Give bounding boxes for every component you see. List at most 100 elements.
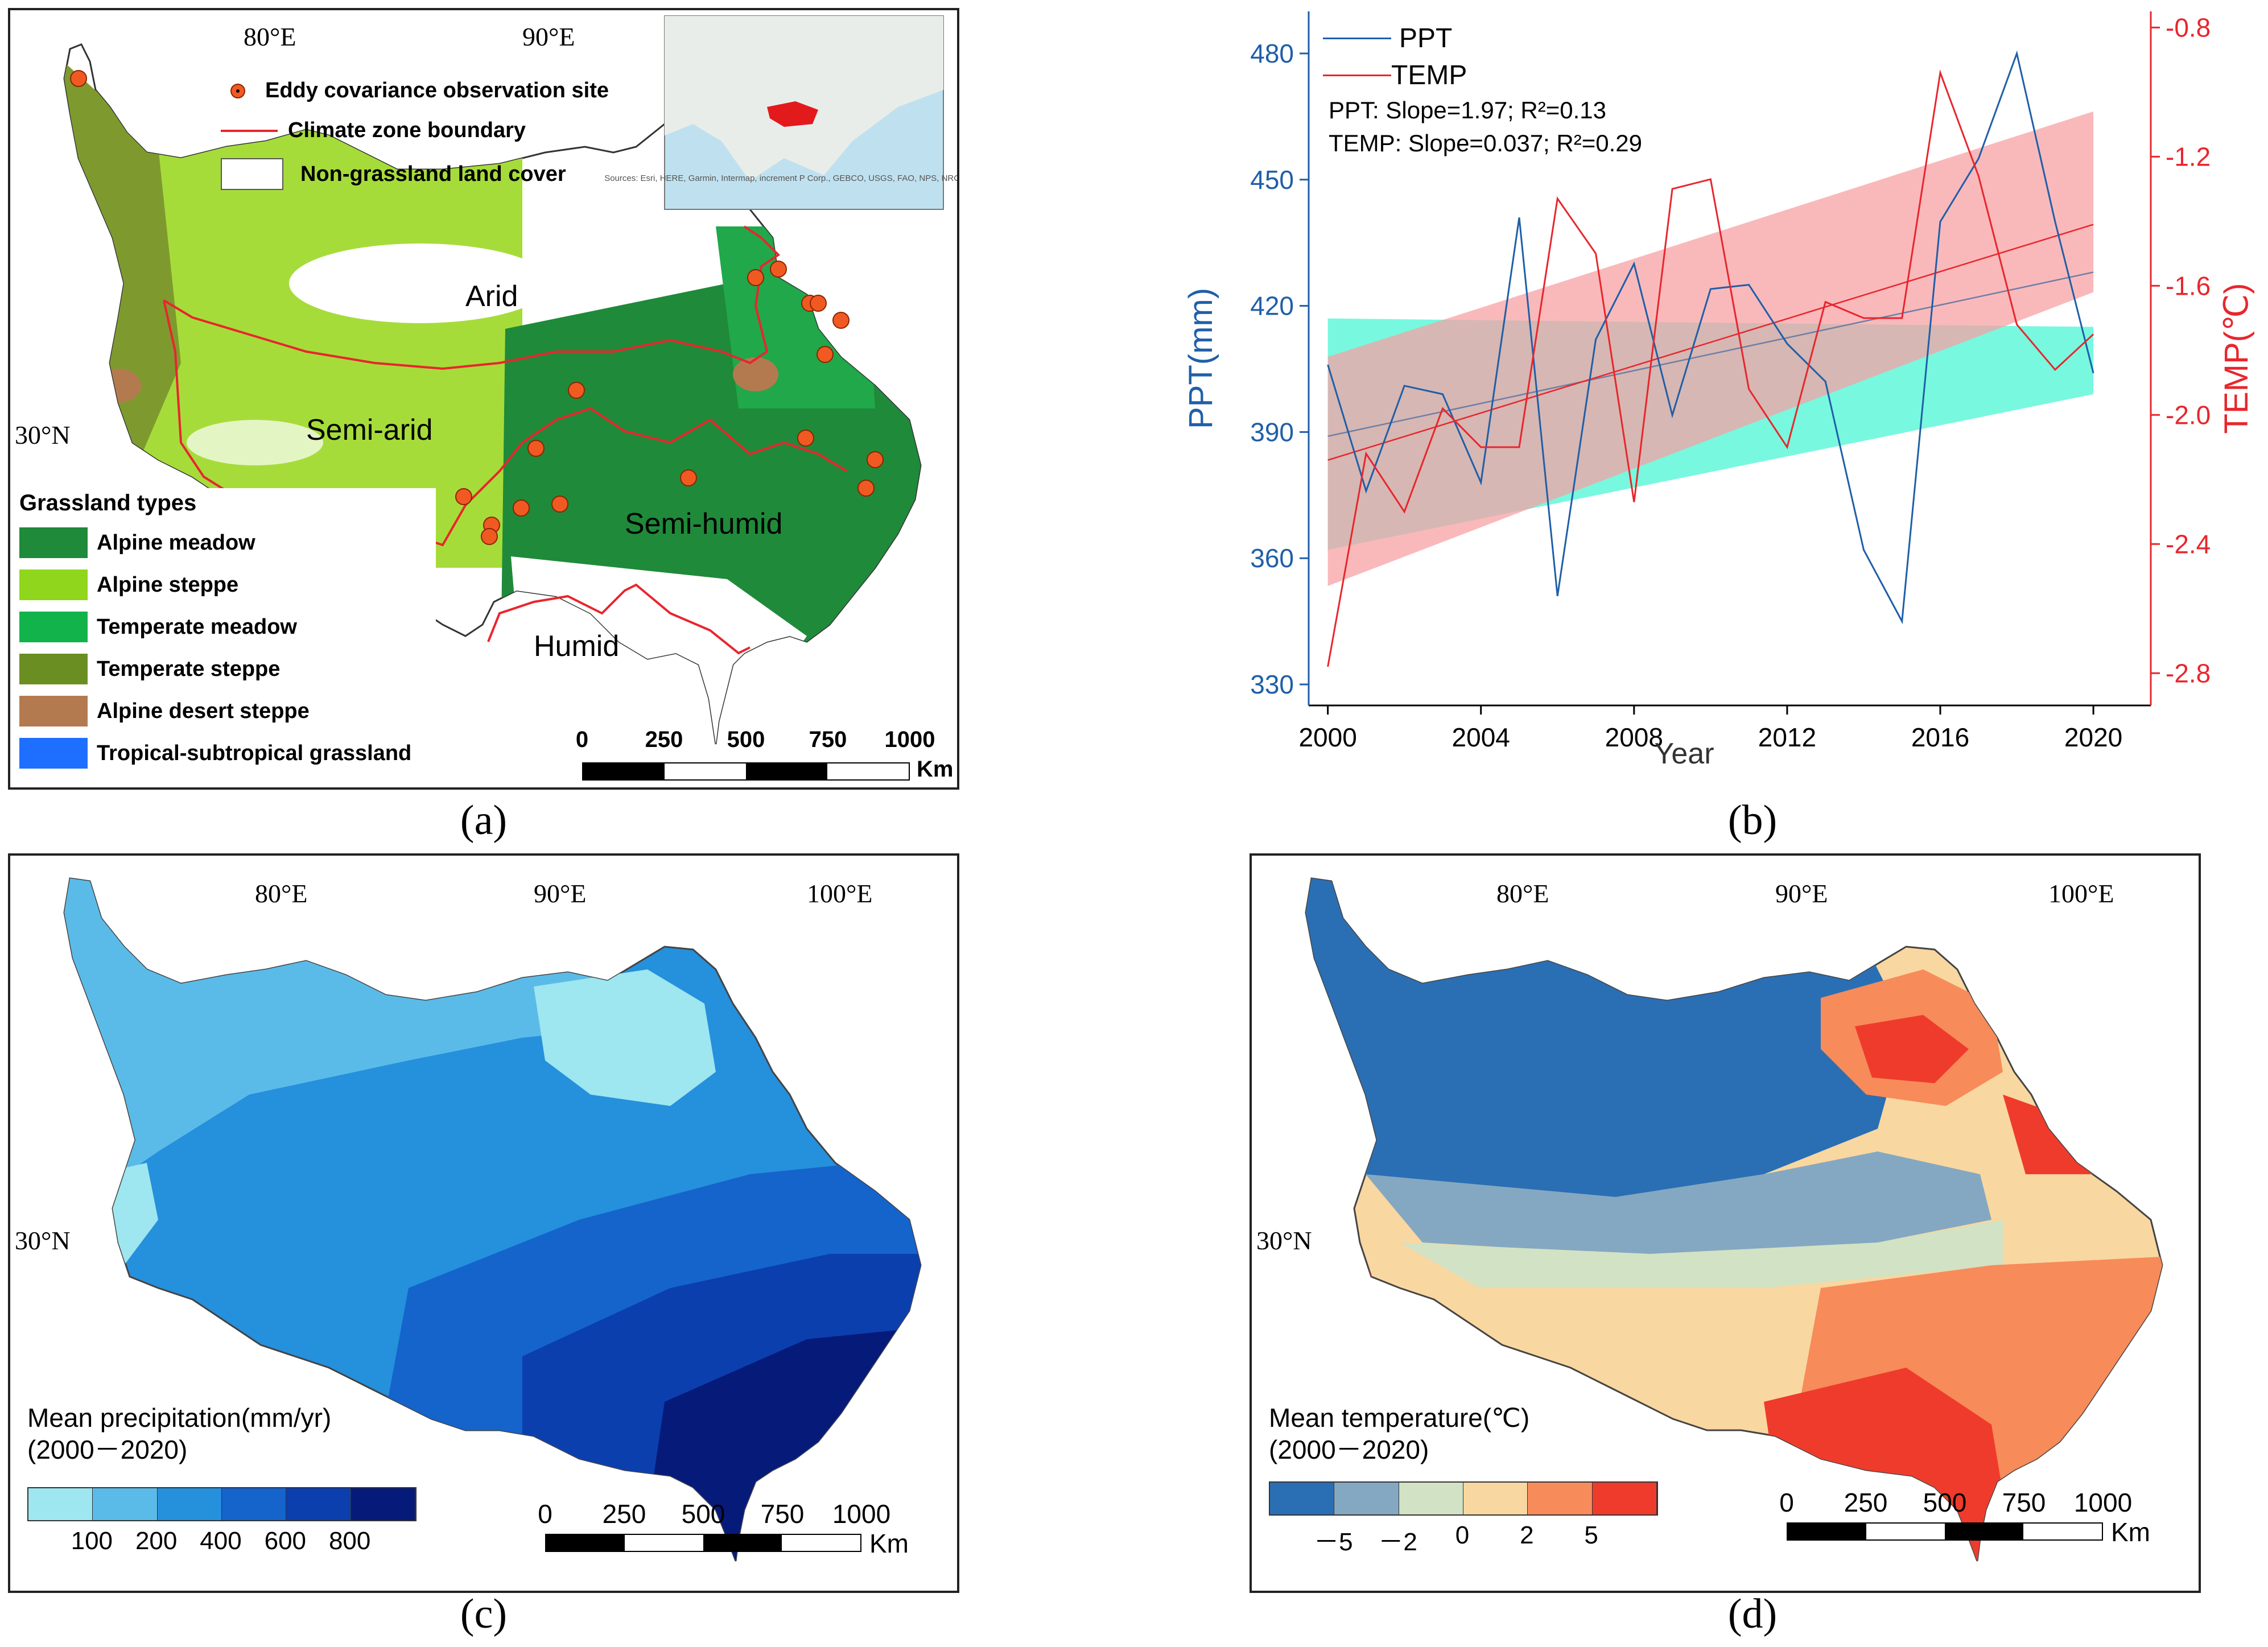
eddy-site-marker <box>568 382 585 399</box>
panel-c-precip-map: 80°E 90°E 100°E 30°N Mean precipitation(… <box>8 853 959 1593</box>
nongrass-north-1 <box>289 243 551 323</box>
colorbar-class <box>1270 1483 1335 1514</box>
x-tick-label: 2012 <box>1758 723 1816 752</box>
y-axis-title-left: PPT(mm) <box>1182 288 1219 429</box>
scale-tick-label: 750 <box>760 1499 805 1529</box>
y-tick-label-left: 330 <box>1250 670 1294 699</box>
y-tick-label-right: -0.8 <box>2166 13 2211 42</box>
colorbar-tick-label: －5 <box>1314 1528 1353 1556</box>
colorbar-tick-label: 0 <box>1455 1521 1470 1549</box>
temp-colorbar-ticks: －5 －2 0 2 5 <box>1269 1521 1656 1556</box>
grassland-swatch <box>19 738 88 769</box>
grassland-label: Alpine meadow <box>97 530 255 555</box>
legend-site: Eddy covariance observation site <box>221 79 609 103</box>
lon-label-90e: 90°E <box>522 22 575 51</box>
eddy-site-marker <box>747 269 764 286</box>
temp-colorbar <box>1269 1481 1658 1516</box>
asia-inset-map: Sources: Esri, HERE, Garmin, Intermap, i… <box>604 15 957 210</box>
y-tick-label-right: -1.2 <box>2166 142 2211 171</box>
nongrass-west <box>187 420 323 465</box>
eddy-site-marker <box>70 70 87 87</box>
panel-label-b: (b) <box>1727 797 1778 844</box>
semiarid-boundary <box>163 300 848 547</box>
legend-ppt-line <box>1323 38 1391 39</box>
grassland-legend: Grassland types Alpine meadow Alpine step… <box>15 488 436 784</box>
zone-label-semi-arid: Semi-arid <box>306 414 433 447</box>
eddy-site-marker <box>817 346 834 363</box>
y-tick-label-right: -2.8 <box>2166 658 2211 688</box>
lon-label-80e: 80°E <box>255 879 308 908</box>
eddy-site-marker <box>810 295 827 312</box>
temperature-map <box>1305 877 2163 1562</box>
scale-bar-c: 0 250 500 750 1000 Km <box>538 1499 909 1558</box>
colorbar-class <box>286 1488 351 1520</box>
scale-tick-label: 500 <box>681 1499 725 1529</box>
colorbar-class <box>28 1488 93 1520</box>
temp-class-cool-band <box>1366 1151 1991 1254</box>
colorbar-tick-label: 600 <box>264 1527 307 1555</box>
desert-patch-2 <box>733 357 778 391</box>
nongrass-swatch <box>221 158 283 190</box>
grassland-label: Tropical-subtropical grassland <box>97 741 412 765</box>
arid-boundary <box>163 225 781 370</box>
grassland-swatch <box>19 654 88 684</box>
zone-label-arid: Arid <box>465 280 518 313</box>
legend-boundary: Climate zone boundary <box>221 118 526 143</box>
scale-tick-label: 1000 <box>832 1499 891 1529</box>
lon-label-80e: 80°E <box>244 22 296 51</box>
colorbar-class <box>221 1488 287 1520</box>
colorbar-tick-label: 200 <box>135 1527 178 1555</box>
x-tick-label: 2016 <box>1911 723 1969 752</box>
colorbar-tick-label: 2 <box>1520 1521 1534 1549</box>
scale-tick-label: 1000 <box>2073 1488 2133 1517</box>
grassland-legend-item: Alpine desert steppe <box>15 690 436 732</box>
eddy-site-marker <box>513 500 530 517</box>
grassland-legend-item: Temperate steppe <box>15 648 436 690</box>
scale-tick-label: 500 <box>727 727 765 752</box>
scale-tick-label: 500 <box>1923 1488 1967 1517</box>
legend-nongrass: Non-grassland land cover <box>221 158 566 190</box>
legend-temp-line <box>1323 75 1391 76</box>
eddy-site-marker <box>867 451 884 468</box>
y-tick-label-right: -2.4 <box>2166 529 2211 559</box>
nongrass-north-2 <box>539 198 710 278</box>
temp-class-hot-basin <box>1855 1015 1969 1083</box>
lat-label-30n: 30°N <box>15 420 71 449</box>
inset-credit: Sources: Esri, HERE, Garmin, Intermap, i… <box>604 174 957 183</box>
eddy-site-marker <box>832 312 850 329</box>
colorbar-class <box>350 1488 415 1520</box>
precip-colorbar-ticks: 100 200 400 600 800 <box>27 1527 414 1555</box>
scale-bar-a: 0 250 500 750 1000 Km <box>575 727 954 782</box>
x-tick-label: 2000 <box>1298 723 1356 752</box>
colorbar-tick-label: －2 <box>1378 1528 1417 1556</box>
lon-label-100e: 100°E <box>2048 879 2114 908</box>
grassland-swatch <box>19 569 88 600</box>
site-symbol-icon <box>230 83 245 98</box>
y-tick-label-left: 420 <box>1250 291 1294 321</box>
y-tick-label-right: -2.0 <box>2166 400 2211 430</box>
boundary-line-icon <box>221 129 278 132</box>
y-tick-label-left: 450 <box>1250 165 1294 195</box>
temp-confidence-band <box>1327 111 2094 587</box>
panel-label-c: (c) <box>460 1591 508 1637</box>
x-axis-title: Year <box>1654 737 1714 770</box>
lon-label-90e: 90°E <box>534 879 587 908</box>
ppt-series-line <box>1327 50 2094 625</box>
scale-tick-label: 250 <box>1844 1488 1888 1517</box>
lat-label-30n: 30°N <box>1256 1226 1312 1255</box>
panel-label-d: (d) <box>1727 1591 1778 1637</box>
grassland-label: Alpine desert steppe <box>97 699 310 723</box>
ppt-temp-chart: 2000 2004 2008 2012 2016 2020 330 360 390 420 450 4… <box>1182 11 2255 770</box>
y-tick-label-left: 480 <box>1250 39 1294 68</box>
scale-tick-label: 1000 <box>884 727 935 752</box>
grassland-legend-title: Grassland types <box>19 490 197 515</box>
y-tick-label-right: -1.6 <box>2166 271 2211 300</box>
lon-label-100e: 100°E <box>807 879 873 908</box>
grassland-swatch <box>19 527 88 558</box>
desert-patch-1 <box>96 369 141 403</box>
precip-legend-title: Mean precipitation(mm/yr) (2000－2020) <box>27 1403 332 1464</box>
precipitation-map <box>63 877 922 1562</box>
x-tick-label: 2008 <box>1605 723 1663 752</box>
temp-class-light-band <box>1400 1220 2003 1288</box>
panel-d-temp-map: 80°E 90°E 100°E 30°N Mean temperature(℃)… <box>1250 853 2201 1593</box>
